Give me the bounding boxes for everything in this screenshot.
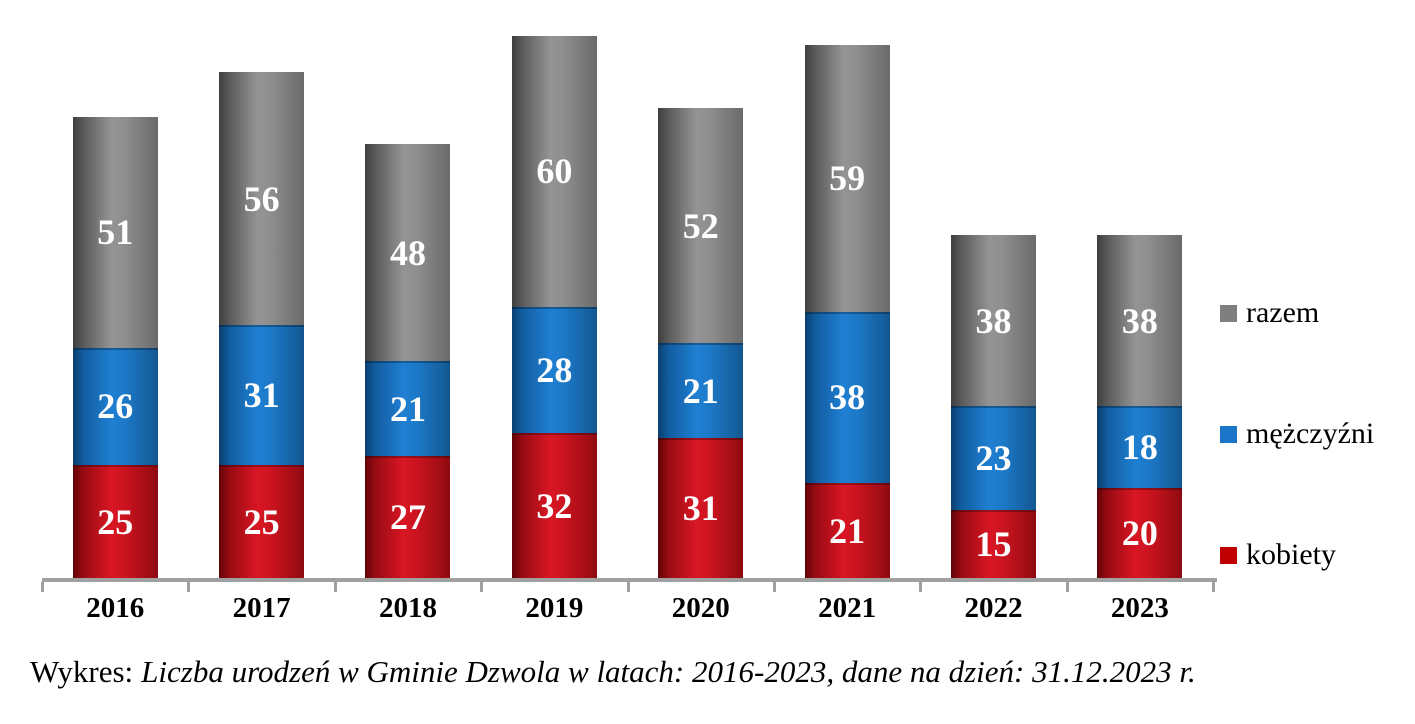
bar-2018-segment-razem: 48 [365, 144, 451, 362]
bar-2022-segment-kobiety: 15 [950, 510, 1036, 578]
legend-item-mezczyzni: mężczyźni [1220, 417, 1374, 451]
bar-2021: 59 38 21 [804, 45, 890, 578]
segment-value-label: 56 [243, 178, 280, 219]
bar-2018-segment-mezczyzni: 21 [365, 361, 451, 457]
axis-tick [187, 582, 191, 592]
segment-value-label: 31 [682, 487, 719, 528]
bar-2022-segment-razem: 38 [950, 234, 1036, 407]
caption-prefix: Wykres: [30, 654, 134, 689]
segment-value-label: 38 [829, 377, 866, 418]
x-label-2017: 2017 [232, 592, 291, 624]
caption-italic-text: Liczba urodzeń w Gminie Dzwola w latach:… [141, 654, 1196, 689]
bar-2016-segment-kobiety: 25 [72, 465, 158, 578]
bar-2023-segment-mezczyzni: 18 [1097, 406, 1183, 488]
axis-tick [1212, 582, 1215, 592]
segment-value-label: 48 [389, 232, 426, 273]
axis-tick [333, 582, 337, 592]
bar-2023-segment-kobiety: 20 [1097, 487, 1183, 578]
bar-2019-segment-razem: 60 [511, 35, 597, 307]
bar-2022: 38 23 15 [950, 234, 1036, 578]
bar-2019: 60 28 32 [511, 35, 597, 578]
segment-value-label: 38 [1121, 300, 1158, 341]
bar-2019-segment-kobiety: 32 [511, 433, 597, 578]
bar-2020-segment-kobiety: 31 [658, 437, 744, 578]
bar-2017: 56 31 25 [219, 72, 305, 578]
legend-swatch-razem [1220, 304, 1237, 322]
segment-value-label: 25 [243, 501, 280, 542]
x-label-2019: 2019 [525, 592, 584, 624]
segment-value-label: 38 [975, 300, 1012, 341]
bar-2018: 48 21 27 [365, 144, 451, 578]
segment-value-label: 51 [97, 212, 134, 253]
axis-tick [772, 582, 776, 592]
legend-item-razem: razem [1220, 296, 1319, 330]
segment-value-label: 60 [536, 151, 573, 192]
bar-2016: 51 26 25 [72, 117, 158, 578]
segment-value-label: 59 [829, 158, 866, 199]
bar-2021-segment-razem: 59 [804, 45, 890, 312]
bar-2017-segment-kobiety: 25 [219, 465, 305, 578]
segment-value-label: 20 [1121, 512, 1158, 553]
segment-value-label: 23 [975, 438, 1012, 479]
segment-value-label: 21 [389, 388, 426, 429]
legend-swatch-mezczyzni [1220, 425, 1237, 443]
axis-tick [41, 582, 44, 592]
segment-value-label: 15 [975, 524, 1012, 565]
x-label-2023: 2023 [1110, 592, 1169, 624]
bar-2017-segment-mezczyzni: 31 [219, 325, 305, 466]
axis-tick [1065, 582, 1069, 592]
legend-label: kobiety [1246, 538, 1336, 571]
plot-area: 51 26 25 56 31 25 48 21 27 60 28 32 52 21 31 59 38 21 38 23… [42, 0, 1213, 578]
legend-label: mężczyźni [1246, 417, 1375, 450]
legend-swatch-kobiety [1220, 546, 1237, 564]
x-label-2016: 2016 [86, 592, 145, 624]
bar-2023: 38 18 20 [1097, 234, 1183, 578]
legend-item-kobiety: kobiety [1220, 538, 1336, 572]
bar-2020: 52 21 31 [658, 108, 744, 578]
x-axis-labels: 2016 2017 2018 2019 2020 2021 2022 2023 [42, 592, 1213, 626]
segment-value-label: 25 [97, 501, 134, 542]
bar-2016-segment-razem: 51 [72, 117, 158, 348]
bar-2018-segment-kobiety: 27 [365, 456, 451, 578]
bar-2016-segment-mezczyzni: 26 [72, 347, 158, 466]
segment-value-label: 18 [1121, 427, 1158, 468]
segment-value-label: 32 [536, 485, 573, 526]
bar-2019-segment-mezczyzni: 28 [511, 307, 597, 434]
x-axis-line [42, 578, 1217, 582]
axis-tick [919, 582, 923, 592]
legend-label: razem [1246, 296, 1320, 329]
chart-caption: Wykres: Liczba urodzeń w Gminie Dzwola w … [30, 654, 1196, 690]
x-label-2020: 2020 [671, 592, 730, 624]
segment-value-label: 21 [829, 510, 866, 551]
segment-value-label: 52 [682, 205, 719, 246]
segment-value-label: 28 [536, 350, 573, 391]
segment-value-label: 31 [243, 375, 280, 416]
bar-2021-segment-kobiety: 21 [804, 483, 890, 578]
bar-2020-segment-mezczyzni: 21 [658, 343, 744, 438]
axis-tick [626, 582, 630, 592]
bar-2017-segment-razem: 56 [219, 72, 305, 326]
bar-2021-segment-mezczyzni: 38 [804, 311, 890, 484]
bar-2020-segment-razem: 52 [658, 108, 744, 344]
axis-tick [480, 582, 484, 592]
segment-value-label: 26 [97, 386, 134, 427]
bar-2022-segment-mezczyzni: 23 [950, 406, 1036, 511]
segment-value-label: 27 [389, 497, 426, 538]
bar-2023-segment-razem: 38 [1097, 234, 1183, 407]
x-label-2018: 2018 [378, 592, 437, 624]
x-label-2021: 2021 [818, 592, 877, 624]
segment-value-label: 21 [682, 370, 719, 411]
x-label-2022: 2022 [964, 592, 1023, 624]
